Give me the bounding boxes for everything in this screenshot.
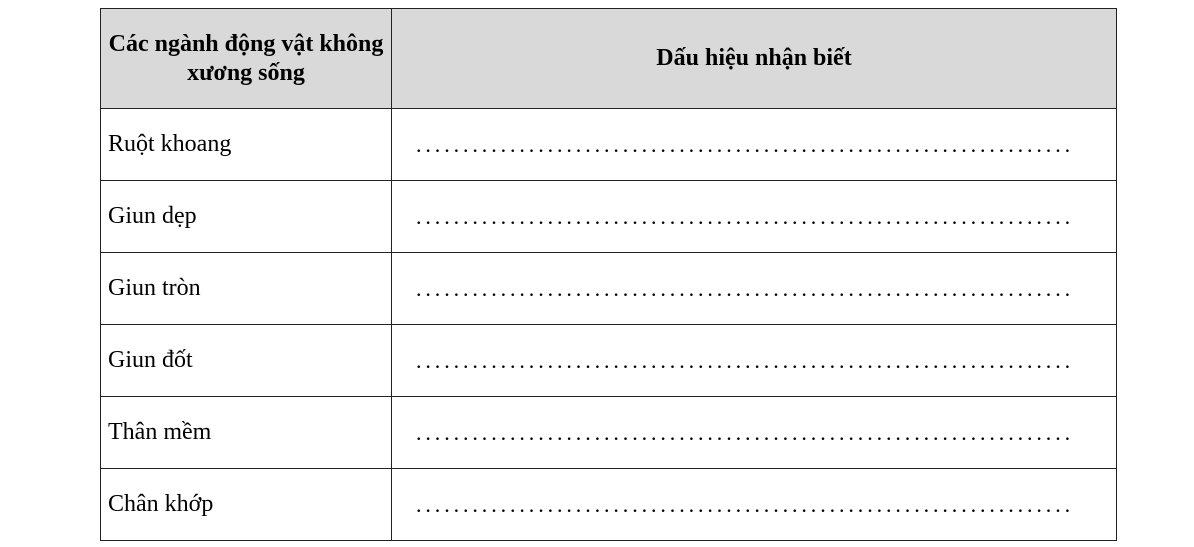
answer-blank[interactable]: ........................................… xyxy=(391,396,1117,469)
table-row: Giun đốt ...............................… xyxy=(100,324,1117,397)
table-row: Thân mềm ...............................… xyxy=(100,396,1117,469)
header-identifying-features: Dấu hiệu nhận biết xyxy=(391,8,1117,109)
phylum-name: Giun dẹp xyxy=(100,180,392,253)
phylum-name: Chân khớp xyxy=(100,468,392,541)
answer-blank[interactable]: ........................................… xyxy=(391,468,1117,541)
answer-blank[interactable]: ........................................… xyxy=(391,324,1117,397)
table-row: Ruột khoang ............................… xyxy=(100,108,1117,181)
header-phylum: Các ngành động vật không xương sống xyxy=(100,8,392,109)
table-row: Chân khớp ..............................… xyxy=(100,468,1117,541)
answer-blank[interactable]: ........................................… xyxy=(391,180,1117,253)
answer-blank[interactable]: ........................................… xyxy=(391,108,1117,181)
header-row: Các ngành động vật không xương sống Dấu … xyxy=(100,8,1117,109)
phylum-name: Thân mềm xyxy=(100,396,392,469)
table-row: Giun tròn ..............................… xyxy=(100,252,1117,325)
phylum-name: Giun đốt xyxy=(100,324,392,397)
phylum-name: Giun tròn xyxy=(100,252,392,325)
table-row: Giun dẹp ...............................… xyxy=(100,180,1117,253)
phylum-name: Ruột khoang xyxy=(100,108,392,181)
classification-table: Các ngành động vật không xương sống Dấu … xyxy=(100,8,1117,541)
answer-blank[interactable]: ........................................… xyxy=(391,252,1117,325)
